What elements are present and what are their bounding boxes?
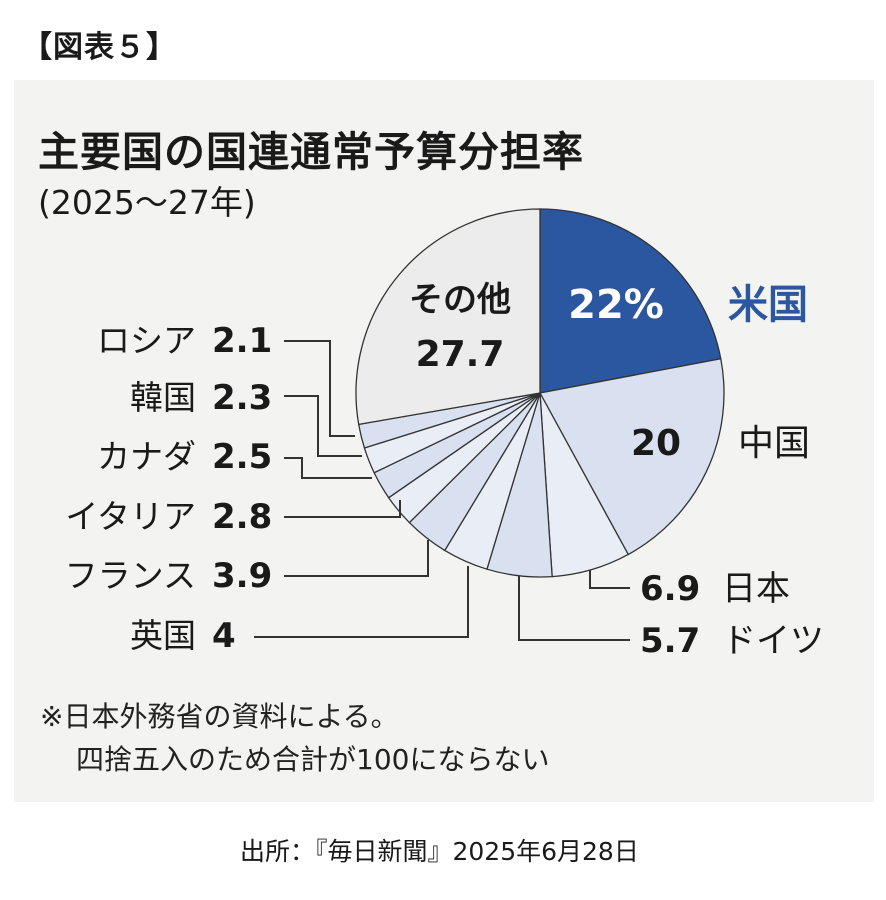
pie-slice-0 <box>539 208 722 394</box>
category-label-korea: 韓国 <box>130 378 196 417</box>
data-label-japan: 6.9 <box>640 569 700 609</box>
leader-line-france <box>284 540 429 577</box>
data-label-canada: 2.5 <box>212 437 272 477</box>
category-label-other: その他 <box>409 280 511 320</box>
data-label-russia: 2.1 <box>212 321 272 361</box>
data-label-italy: 2.8 <box>212 497 272 537</box>
category-label-canada: カナダ <box>97 437 196 476</box>
figure-label: 【図表５】 <box>22 30 177 65</box>
source-credit: 出所：『毎日新聞』2025年6月28日 <box>240 837 639 866</box>
leader-line-korea <box>284 395 362 457</box>
category-label-italy: イタリア <box>65 497 196 536</box>
leader-line-uk <box>254 566 469 638</box>
leader-line-germany <box>518 576 630 641</box>
chart-subtitle: (2025～27年) <box>38 183 256 222</box>
category-label-us: 米国 <box>728 282 808 328</box>
category-label-japan: 日本 <box>722 569 790 609</box>
leader-line-italy <box>284 500 401 518</box>
data-label-china: 20 <box>631 423 681 464</box>
category-label-germany: ドイツ <box>722 621 824 661</box>
footnote-source: ※日本外務省の資料による。 <box>40 700 399 733</box>
chart-title: 主要国の国連通常予算分担率 <box>38 128 584 176</box>
category-label-china: 中国 <box>738 423 810 464</box>
leader-line-russia <box>284 340 355 437</box>
category-label-uk: 英国 <box>130 616 196 655</box>
data-label-korea: 2.3 <box>212 378 272 418</box>
footnote-rounding: 四捨五入のため合計が100にならない <box>76 743 550 776</box>
leader-line-japan <box>589 570 630 589</box>
category-label-russia: ロシア <box>97 321 196 360</box>
data-label-us: 22% <box>568 282 664 328</box>
pie-slice-1 <box>539 358 725 556</box>
pie-slice-10 <box>355 208 541 426</box>
data-label-other: 27.7 <box>416 334 505 375</box>
data-label-france: 3.9 <box>212 556 272 596</box>
category-label-france: フランス <box>65 556 196 595</box>
leader-line-canada <box>284 457 372 479</box>
data-label-uk: 4 <box>212 616 236 656</box>
data-label-germany: 5.7 <box>640 621 700 661</box>
